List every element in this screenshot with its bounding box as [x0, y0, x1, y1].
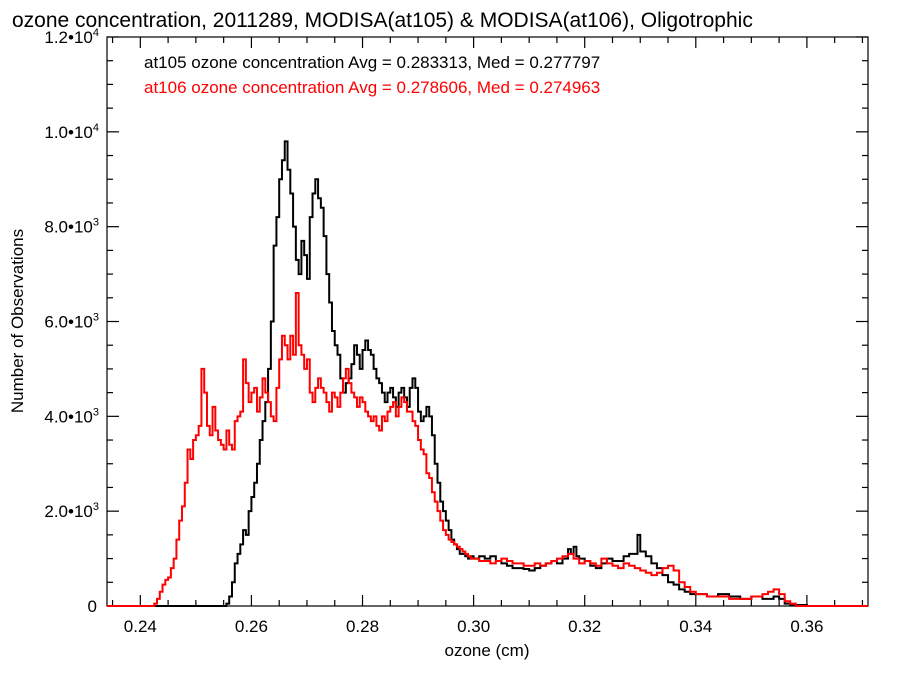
y-axis-tick-labels: 0 2.0•103 4.0•103 6.0•103 8.0•103 1.0•104 1.2•… [44, 27, 99, 616]
y-tick-label: 2.0•103 [44, 501, 99, 521]
y-tick-label: 0 [88, 597, 97, 616]
legend-entry-at106: at106 ozone concentration Avg = 0.278606… [144, 78, 600, 97]
plot-frame [106, 36, 869, 607]
x-tick-label: 0.26 [235, 617, 268, 636]
x-tick-label: 0.28 [346, 617, 379, 636]
legend-entry-at105: at105 ozone concentration Avg = 0.283313… [144, 53, 600, 72]
series-lines [107, 140, 868, 607]
x-axis-ticks [111, 37, 864, 606]
series-line-at105 [107, 140, 868, 607]
x-tick-label: 0.36 [790, 617, 823, 636]
y-tick-label: 4.0•103 [44, 406, 99, 426]
x-tick-label: 0.30 [457, 617, 490, 636]
x-tick-label: 0.34 [679, 617, 712, 636]
y-tick-label: 1.0•104 [44, 122, 99, 142]
x-tick-label: 0.32 [568, 617, 601, 636]
y-axis-label: Number of Observations [8, 229, 27, 413]
y-tick-label: 8.0•103 [44, 217, 99, 237]
y-axis-ticks [107, 36, 868, 607]
y-tick-label: 6.0•103 [44, 312, 99, 332]
y-tick-label: 1.2•104 [44, 27, 99, 47]
x-axis-tick-labels: 0.24 0.26 0.28 0.30 0.32 0.34 0.36 [124, 617, 824, 636]
chart-title: ozone concentration, 2011289, MODISA(at1… [12, 9, 753, 32]
x-axis-label: ozone (cm) [444, 641, 529, 660]
series-line-at106 [107, 292, 868, 607]
x-tick-label: 0.24 [124, 617, 157, 636]
